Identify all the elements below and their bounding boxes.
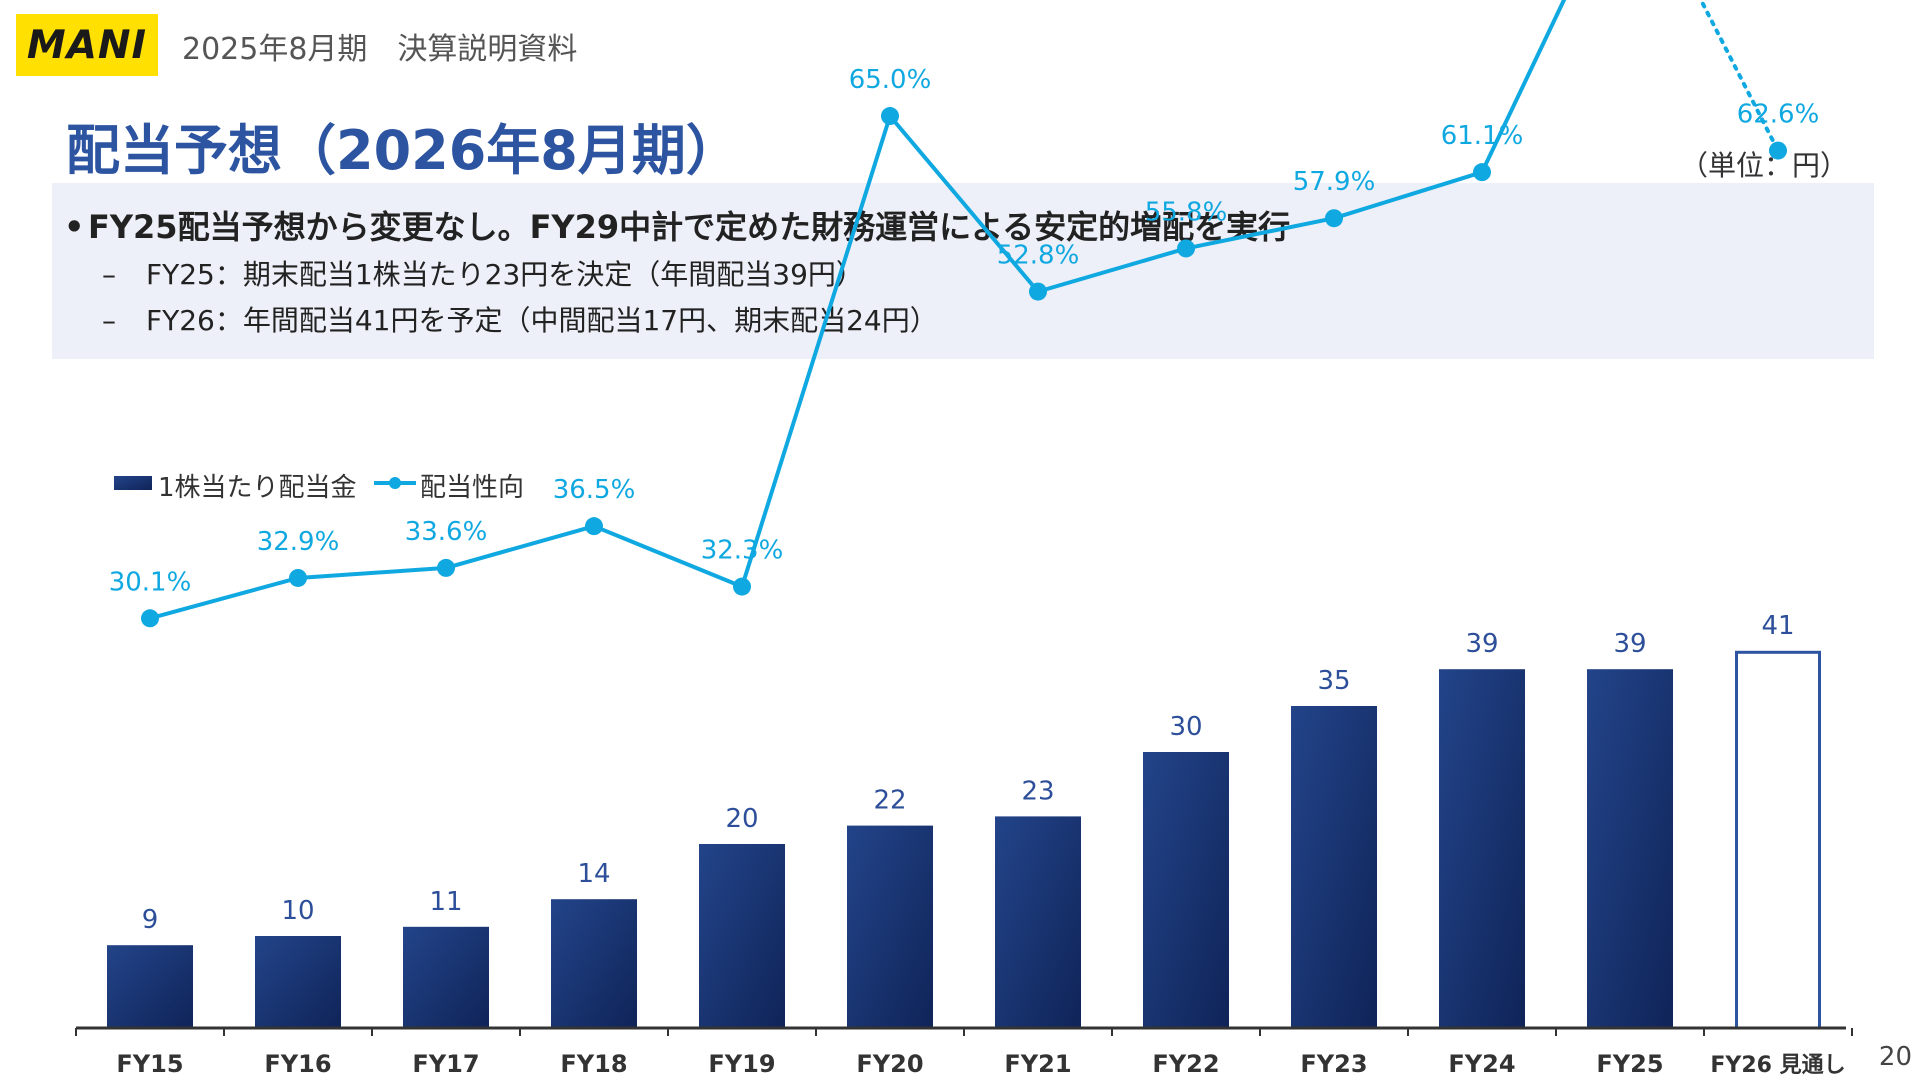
logo-text: MANI (26, 22, 148, 68)
bar (1439, 669, 1525, 1028)
x-tick-label: FY19 (708, 1050, 775, 1078)
summary-item: – FY25：期末配当1株当たり23円を決定（年間配当39円） (102, 253, 864, 293)
page-title: 配当予想（2026年8月期） (66, 119, 740, 182)
x-tick-label: FY21 (1004, 1050, 1071, 1078)
x-tick-label: FY25 (1596, 1050, 1663, 1078)
bar-value-label: 9 (142, 905, 159, 935)
payout-ratio-label: 57.9% (1293, 167, 1376, 197)
bar-forecast (1735, 650, 1821, 1030)
bar (995, 816, 1081, 1028)
x-tick-label: FY24 (1448, 1050, 1515, 1078)
bar (551, 899, 637, 1028)
payout-ratio-point (1769, 141, 1787, 160)
payout-ratio-label: 62.6% (1737, 100, 1820, 130)
x-tick-label: FY26 見通し (1710, 1053, 1845, 1078)
dash-icon: – (102, 258, 116, 291)
payout-ratio-point (289, 568, 307, 587)
bar (403, 926, 489, 1028)
page-number: 20 (1878, 1042, 1912, 1072)
bar-value-label: 23 (1021, 776, 1054, 806)
bar (107, 945, 193, 1028)
summary-item-text: FY26：年間配当41円を予定（中間配当17円、期末配当24円） (146, 304, 938, 337)
legend-line-marker (389, 477, 401, 489)
bar-value-label: 11 (429, 887, 462, 917)
payout-ratio-point (733, 577, 751, 596)
legend-bar-swatch (114, 476, 152, 490)
payout-ratio-label: 32.3% (701, 536, 784, 566)
bar-value-label: 22 (873, 786, 906, 816)
payout-ratio-label: 30.1% (109, 567, 192, 597)
unit-label: （単位：円） (1679, 149, 1848, 182)
payout-ratio-point (437, 558, 455, 577)
payout-ratio-point (141, 609, 159, 628)
payout-ratio-label: 61.1% (1441, 121, 1524, 151)
payout-ratio-label: 52.8% (997, 241, 1080, 271)
payout-ratio-point (1177, 239, 1195, 258)
payout-ratio-point (1325, 209, 1343, 228)
payout-ratio-point (585, 517, 603, 536)
bar-value-label: 14 (577, 859, 610, 889)
payout-ratio-label: 32.9% (257, 527, 340, 557)
payout-ratio-point (1473, 163, 1491, 182)
bar (699, 844, 785, 1028)
dash-icon: – (102, 304, 116, 337)
bar (847, 825, 933, 1028)
x-tick-label: FY18 (560, 1050, 627, 1078)
payout-ratio-label: 65.0% (849, 65, 932, 95)
bar (1587, 669, 1673, 1028)
bar-value-label: 35 (1317, 666, 1350, 696)
summary-headline-text: FY25配当予想から変更なし。FY29中計で定めた財務運営による安定的増配を実行 (88, 208, 1291, 246)
payout-ratio-point (881, 107, 899, 126)
payout-ratio-point (1029, 282, 1047, 301)
document-title: 2025年8月期 決算説明資料 (182, 32, 578, 67)
legend-line-label: 配当性向 (420, 473, 524, 503)
payout-ratio-label: 33.6% (405, 517, 488, 547)
x-tick-label: FY17 (412, 1050, 479, 1078)
payout-ratio-forecast-line (1698, 0, 1780, 153)
company-logo: MANI (16, 14, 158, 76)
summary-headline: • FY25配当予想から変更なし。FY29中計で定めた財務運営による安定的増配を実… (64, 202, 1290, 248)
x-tick-label: FY23 (1300, 1050, 1367, 1078)
payout-ratio-label: 55.8% (1145, 197, 1228, 227)
x-tick-label: FY22 (1152, 1050, 1219, 1078)
bar (1291, 706, 1377, 1028)
summary-box: • FY25配当予想から変更なし。FY29中計で定めた財務運営による安定的増配を実… (52, 183, 1874, 359)
bar (255, 936, 341, 1028)
bar-value-label: 30 (1169, 712, 1202, 742)
bar (1143, 752, 1229, 1028)
x-tick-label: FY15 (116, 1050, 183, 1078)
bar-value-label: 41 (1761, 611, 1794, 641)
chart-legend: 1株当たり配当金 配当性向 (114, 473, 524, 503)
bar-value-label: 39 (1613, 629, 1646, 659)
bar-value-label: 10 (281, 896, 314, 926)
x-tick-label: FY20 (856, 1050, 923, 1078)
bar-value-label: 20 (725, 804, 758, 834)
bar-value-label: 39 (1465, 629, 1498, 659)
summary-item: – FY26：年間配当41円を予定（中間配当17円、期末配当24円） (102, 299, 938, 339)
payout-ratio-label: 36.5% (553, 475, 636, 505)
summary-item-text: FY25：期末配当1株当たり23円を決定（年間配当39円） (146, 258, 864, 291)
legend-bar-label: 1株当たり配当金 (158, 473, 357, 503)
x-tick-label: FY16 (264, 1050, 331, 1078)
bullet-icon: • (64, 208, 85, 246)
